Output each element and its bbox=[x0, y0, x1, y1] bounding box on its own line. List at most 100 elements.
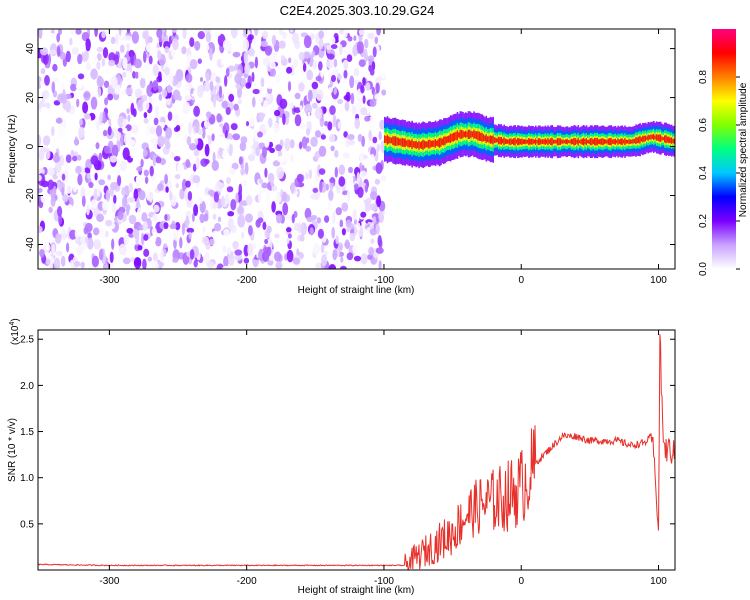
heatmap-cell bbox=[299, 105, 303, 112]
heatmap-cell bbox=[205, 44, 210, 51]
heatmap-cell bbox=[241, 231, 245, 239]
heatmap-cell bbox=[374, 93, 382, 100]
heatmap-cell bbox=[328, 189, 334, 201]
heatmap-cell bbox=[264, 238, 268, 245]
heatmap-cell bbox=[142, 221, 148, 232]
heatmap-cell bbox=[477, 131, 479, 141]
heatmap-cell bbox=[168, 72, 174, 84]
heatmap-cell bbox=[533, 139, 536, 144]
heatmap-cell bbox=[118, 243, 127, 256]
heatmap-cell bbox=[605, 139, 607, 144]
heatmap-cell bbox=[328, 264, 337, 269]
heatmap-cell bbox=[269, 61, 276, 69]
snr-x-ticks: -300 -200 -100 0 100 bbox=[99, 330, 667, 587]
heatmap-cell bbox=[171, 47, 176, 58]
heatmap-cell bbox=[132, 71, 136, 79]
heatmap-cell bbox=[123, 35, 132, 41]
heatmap-cell bbox=[110, 75, 118, 89]
chart-title: C2E4.2025.303.10.29.G24 bbox=[280, 3, 435, 18]
heatmap-cell bbox=[97, 87, 102, 98]
heatmap-cell bbox=[540, 139, 543, 144]
heatmap-cell bbox=[47, 167, 55, 176]
heatmap-cell bbox=[488, 136, 490, 143]
heatmap-cell bbox=[142, 149, 148, 157]
heatmap-cell bbox=[135, 174, 143, 184]
heatmap-cell bbox=[616, 140, 618, 144]
snr-background bbox=[38, 330, 675, 570]
heatmap-cell bbox=[143, 169, 149, 177]
heatmap-cell bbox=[318, 61, 323, 71]
heatmap-cell bbox=[541, 139, 544, 145]
heatmap-cell bbox=[179, 188, 185, 200]
heatmap-cell bbox=[451, 133, 453, 142]
heatmap-cell bbox=[146, 206, 150, 215]
heatmap-cell bbox=[163, 243, 168, 249]
heatmap-cell bbox=[319, 180, 323, 193]
heatmap-cell bbox=[374, 178, 381, 185]
heatmap-cell bbox=[358, 200, 366, 214]
heatmap-cell bbox=[478, 131, 481, 141]
x-tick-label: 100 bbox=[650, 576, 667, 587]
heatmap-cell bbox=[547, 138, 549, 146]
heatmap-cell bbox=[105, 219, 113, 227]
heatmap-cell bbox=[192, 163, 197, 172]
heatmap-cell bbox=[262, 221, 267, 230]
heatmap-cell bbox=[360, 107, 368, 116]
heatmap-cell bbox=[507, 139, 510, 144]
x-tick-label: -100 bbox=[374, 275, 394, 286]
heatmap-cell bbox=[179, 237, 183, 249]
heatmap-cell bbox=[102, 200, 110, 211]
heatmap-cell bbox=[170, 151, 176, 159]
heatmap-cell bbox=[70, 29, 75, 35]
heatmap-cell bbox=[422, 140, 424, 150]
heatmap-cell bbox=[293, 107, 302, 113]
heatmap-cell bbox=[104, 97, 109, 106]
heatmap-cell bbox=[190, 88, 194, 95]
heatmap-cell bbox=[40, 80, 44, 87]
heatmap-cell bbox=[335, 235, 340, 245]
heatmap-cell bbox=[563, 140, 566, 144]
heatmap-cell bbox=[120, 29, 126, 37]
heatmap-cell bbox=[104, 145, 111, 154]
heatmap-cell bbox=[212, 213, 217, 220]
heatmap-cell bbox=[40, 47, 48, 56]
heatmap-cell bbox=[532, 138, 534, 145]
heatmap-cell bbox=[591, 138, 593, 146]
heatmap-cell bbox=[55, 233, 62, 244]
heatmap-cell bbox=[125, 87, 133, 96]
heatmap-cell bbox=[90, 96, 98, 110]
heatmap-cell bbox=[573, 137, 575, 146]
heatmap-cell bbox=[518, 138, 521, 145]
heatmap-cell bbox=[237, 214, 246, 228]
heatmap-cell bbox=[298, 222, 301, 234]
heatmap-cell bbox=[613, 139, 615, 144]
heatmap-cell bbox=[343, 59, 349, 71]
heatmap-cell bbox=[52, 77, 59, 83]
heatmap-cell bbox=[85, 236, 89, 244]
heatmap-cell bbox=[631, 139, 633, 144]
heatmap-cell bbox=[296, 173, 304, 183]
heatmap-cell bbox=[307, 111, 311, 122]
heatmap-cell bbox=[266, 80, 274, 89]
heatmap-cell bbox=[93, 239, 102, 250]
heatmap-cell bbox=[326, 59, 334, 69]
heatmap-cell bbox=[341, 228, 346, 236]
heatmap-cell bbox=[49, 49, 57, 55]
heatmap-cell bbox=[205, 72, 210, 82]
heatmap-cell bbox=[204, 251, 210, 265]
heatmap-cell bbox=[185, 73, 193, 83]
heatmap-cell bbox=[298, 82, 305, 92]
heatmap-cell bbox=[40, 180, 49, 188]
heatmap-cell bbox=[152, 213, 158, 222]
heatmap-cell bbox=[94, 172, 98, 181]
heatmap-cell bbox=[123, 133, 132, 146]
heatmap-cell bbox=[286, 227, 292, 233]
heatmap-cell bbox=[599, 139, 602, 145]
heatmap-cell bbox=[86, 204, 90, 216]
heatmap-cell bbox=[226, 247, 232, 255]
heatmap-cell bbox=[134, 88, 143, 99]
heatmap-cell bbox=[170, 178, 178, 186]
heatmap-cell bbox=[118, 29, 122, 36]
heatmap-cell bbox=[513, 138, 515, 146]
heatmap-cell bbox=[57, 181, 61, 190]
